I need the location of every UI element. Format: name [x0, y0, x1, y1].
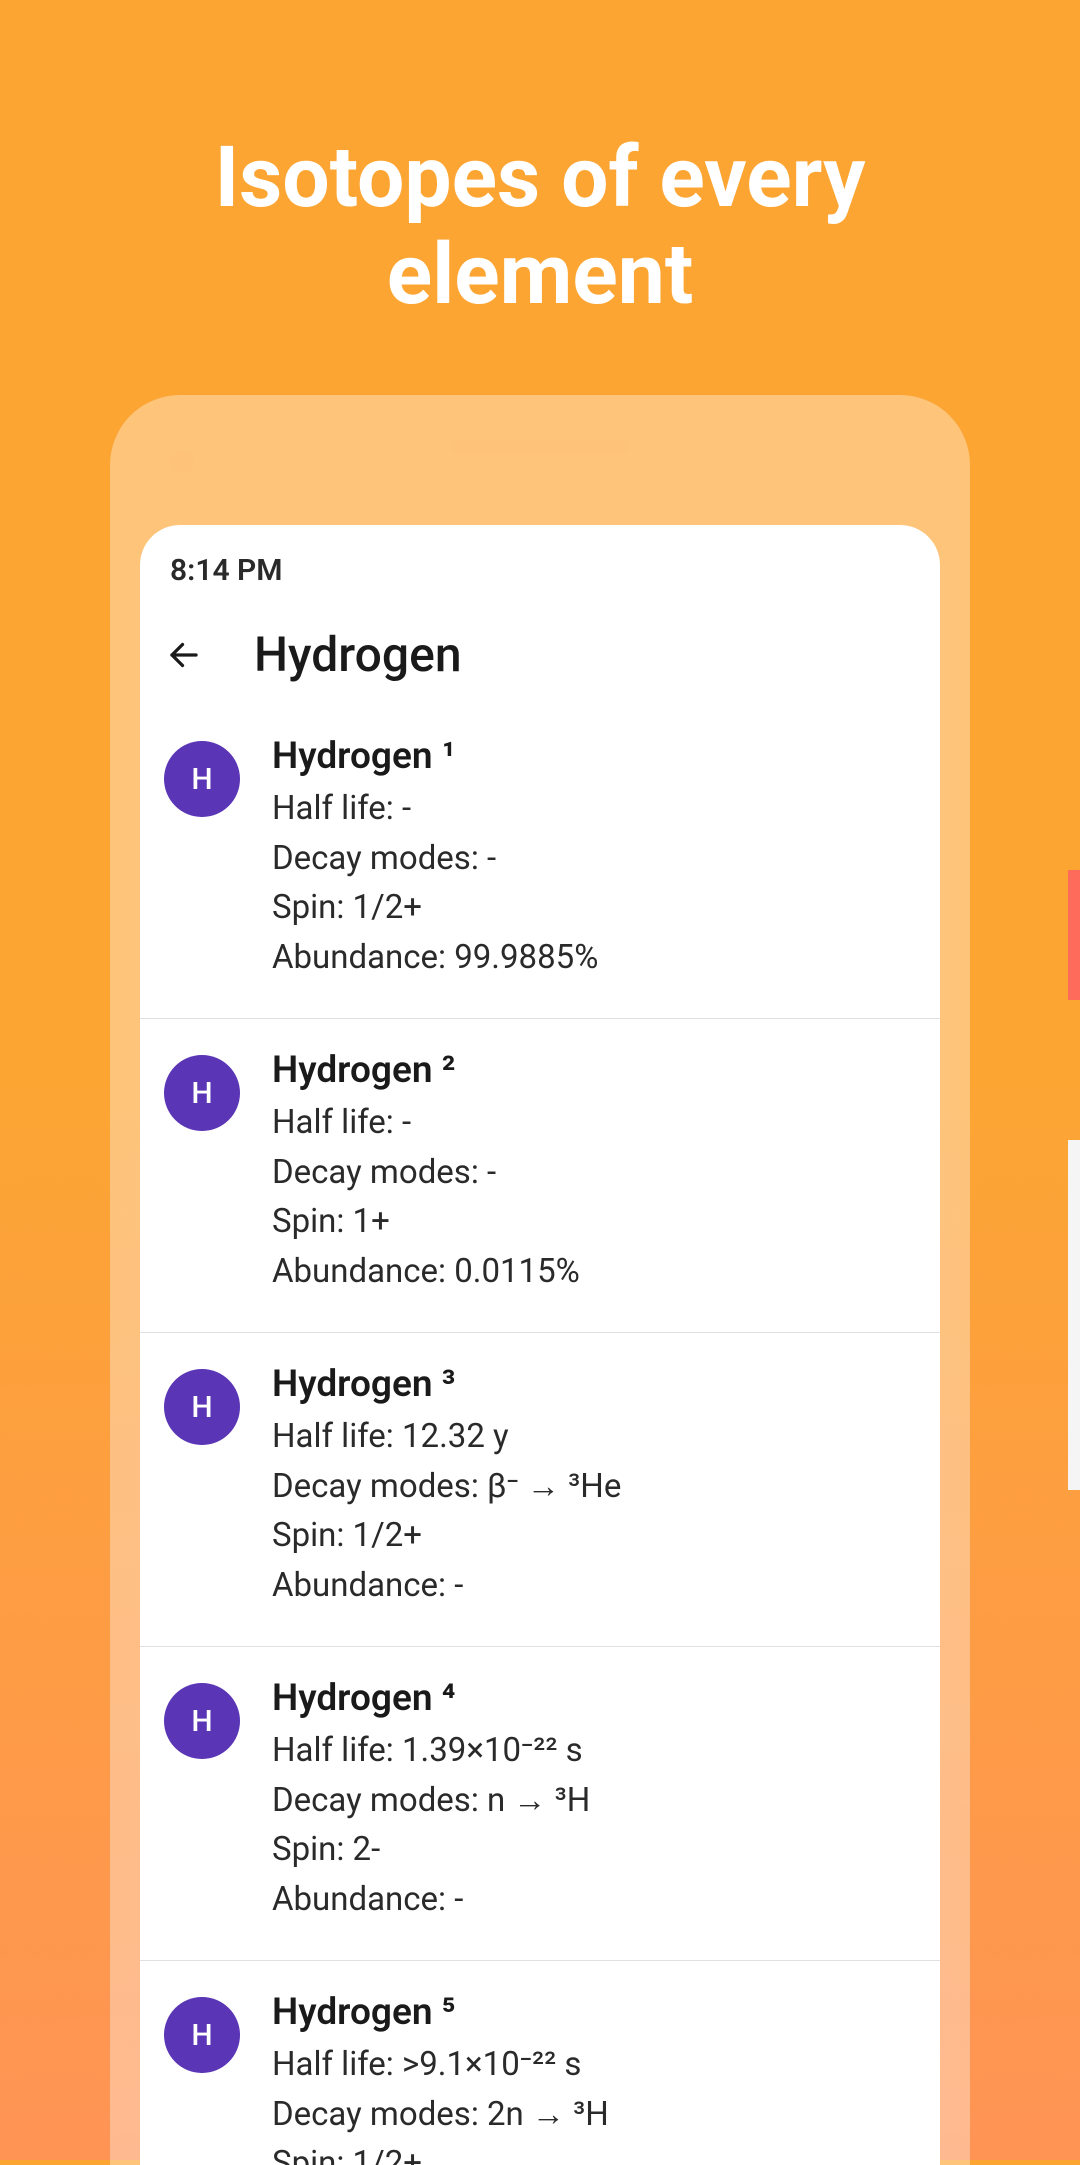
app-header: Hydrogen [140, 598, 940, 723]
isotope-item[interactable]: H Hydrogen ⁵ Half life: >9.1×10⁻²² sDecay … [140, 1961, 940, 2165]
isotope-content: Hydrogen ⁴ Half life: 1.39×10⁻²² sDecay m… [272, 1677, 916, 1924]
element-badge: H [164, 1997, 240, 2073]
isotope-spin: Spin: 1/2+ [272, 1511, 916, 1561]
isotope-decay-modes: Decay modes: n → ³H [272, 1776, 916, 1826]
isotope-abundance: Abundance: 99.9885% [272, 933, 916, 983]
isotope-abundance: Abundance: - [272, 1561, 916, 1611]
isotope-abundance: Abundance: - [272, 1875, 916, 1925]
back-button[interactable] [164, 635, 204, 675]
isotope-abundance: Abundance: 0.0115% [272, 1247, 916, 1297]
scroll-indicator-white [1068, 1140, 1080, 1490]
isotope-item[interactable]: H Hydrogen ³ Half life: 12.32 yDecay modes… [140, 1333, 940, 1647]
isotope-spin: Spin: 2- [272, 1825, 916, 1875]
isotope-half-life: Half life: 12.32 y [272, 1412, 916, 1462]
back-arrow-icon [166, 637, 202, 673]
element-badge: H [164, 741, 240, 817]
isotope-half-life: Half life: 1.39×10⁻²² s [272, 1726, 916, 1776]
isotope-half-life: Half life: >9.1×10⁻²² s [272, 2040, 916, 2090]
element-badge: H [164, 1055, 240, 1131]
isotope-decay-modes: Decay modes: 2n → ³H [272, 2090, 916, 2140]
isotope-item[interactable]: H Hydrogen ¹ Half life: -Decay modes: -Spi… [140, 723, 940, 1019]
page-title: Hydrogen [254, 626, 462, 683]
isotope-name: Hydrogen ⁵ [272, 1991, 916, 2034]
isotope-decay-modes: Decay modes: β⁻ → ³He [272, 1462, 916, 1512]
isotope-decay-modes: Decay modes: - [272, 1148, 916, 1198]
element-badge: H [164, 1683, 240, 1759]
isotope-content: Hydrogen ³ Half life: 12.32 yDecay modes:… [272, 1363, 916, 1610]
isotope-list[interactable]: HHydrogen ¹Half life: -Decay modes: -Spi… [140, 723, 940, 2165]
scroll-indicator-red [1068, 870, 1080, 1000]
element-badge: H [164, 1369, 240, 1445]
isotope-name: Hydrogen ¹ [272, 735, 916, 778]
phone-sensor-dot [170, 450, 194, 474]
isotope-spin: Spin: 1/2+ [272, 2139, 916, 2165]
phone-screen: 8:14 PM Hydrogen H Hydrogen ¹ Half life: -… [140, 525, 940, 2165]
phone-speaker [450, 440, 630, 454]
promo-heading: Isotopes of every element [0, 0, 1080, 323]
isotope-content: Hydrogen ² Half life: -Decay modes: -Spin… [272, 1049, 916, 1296]
isotope-item[interactable]: H Hydrogen ⁴ Half life: 1.39×10⁻²² sDecay … [140, 1647, 940, 1961]
isotope-content: Hydrogen ⁵ Half life: >9.1×10⁻²² sDecay m… [272, 1991, 916, 2165]
phone-frame: 8:14 PM Hydrogen H Hydrogen ¹ Half life: -… [110, 395, 970, 2165]
isotope-spin: Spin: 1+ [272, 1197, 916, 1247]
isotope-half-life: Half life: - [272, 784, 916, 834]
isotope-name: Hydrogen ⁴ [272, 1677, 916, 1720]
isotope-name: Hydrogen ² [272, 1049, 916, 1092]
status-bar-time: 8:14 PM [140, 525, 940, 598]
isotope-content: Hydrogen ¹ Half life: -Decay modes: -Spin… [272, 735, 916, 982]
isotope-item[interactable]: H Hydrogen ² Half life: -Decay modes: -Spi… [140, 1019, 940, 1333]
isotope-spin: Spin: 1/2+ [272, 883, 916, 933]
isotope-decay-modes: Decay modes: - [272, 834, 916, 884]
isotope-name: Hydrogen ³ [272, 1363, 916, 1406]
isotope-half-life: Half life: - [272, 1098, 916, 1148]
